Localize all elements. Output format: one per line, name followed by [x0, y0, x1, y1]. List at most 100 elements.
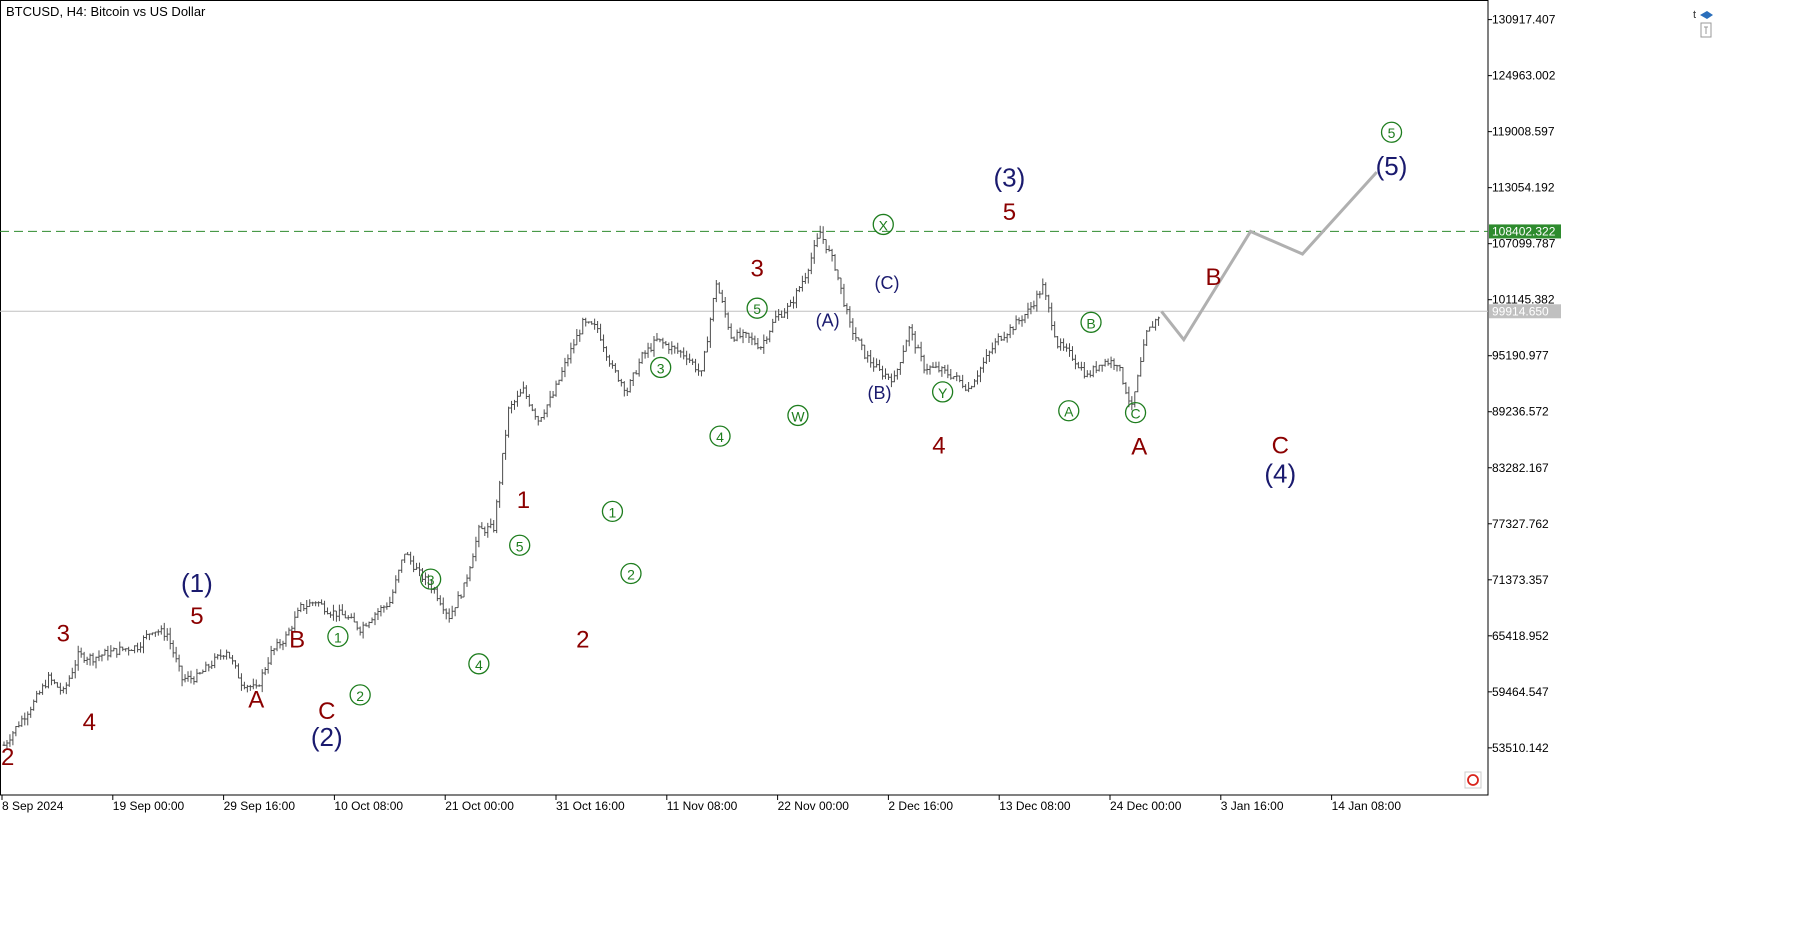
candle-bar — [144, 630, 148, 640]
x-tick-label: 19 Sep 00:00 — [113, 799, 185, 813]
wave-label-intermediate: 3 — [750, 256, 763, 283]
candle-bar — [1133, 391, 1137, 408]
candle-bar — [501, 452, 505, 485]
candle-bar — [875, 358, 879, 368]
candle-bar — [667, 342, 671, 354]
candle-bar — [536, 415, 540, 426]
candle-bar — [317, 601, 321, 607]
candle-bar — [622, 381, 626, 397]
candle-bar — [599, 323, 603, 341]
candle-bar — [892, 370, 896, 383]
candle-bar — [1073, 354, 1077, 370]
candle-bar — [702, 350, 706, 372]
candle-bar — [1115, 364, 1119, 372]
candle-bar — [1005, 333, 1009, 343]
candle-bar — [415, 562, 419, 570]
candle-bar — [242, 681, 246, 690]
candle-bar — [765, 336, 769, 345]
candle-bar — [70, 667, 74, 680]
wave-label-intermediate: B — [289, 626, 305, 653]
candle-bar — [557, 379, 561, 385]
wave-circle — [419, 568, 442, 590]
candle-bar — [961, 374, 965, 389]
wave-label-intermediate: 5 — [1003, 199, 1016, 226]
wave-label-intermediate: 2 — [576, 626, 589, 653]
x-tick-label: 29 Sep 16:00 — [224, 799, 296, 813]
candle-bar — [153, 631, 157, 637]
candle-bar — [836, 269, 840, 281]
candle-bar — [225, 649, 229, 660]
x-tick-label: 2 Dec 16:00 — [888, 799, 953, 813]
candle-bar — [79, 647, 83, 658]
candle-bar — [771, 318, 775, 333]
candle-bar — [26, 711, 30, 726]
wave-label-intermediate: 4 — [83, 709, 96, 736]
wave-label-intermediate: C — [1272, 432, 1289, 459]
candle-bar — [17, 721, 21, 728]
candle-bar — [275, 638, 279, 652]
y-tick-label: 53510.142 — [1492, 741, 1549, 755]
candle-bar — [610, 360, 614, 369]
candle-bar — [495, 499, 499, 534]
y-tick-label: 71373.357 — [1492, 573, 1549, 587]
y-tick-label: 124963.002 — [1492, 69, 1556, 83]
candle-bar — [1041, 278, 1045, 295]
candle-bar — [524, 385, 528, 400]
candle-bar — [688, 353, 692, 363]
candle-bar — [854, 327, 858, 342]
candle-bar — [542, 409, 546, 420]
candle-bar — [64, 682, 68, 695]
candle-bar — [331, 604, 335, 621]
candle-bar — [759, 346, 763, 350]
candle-bar — [697, 363, 701, 376]
candle-bar — [177, 654, 181, 672]
candle-bar — [385, 602, 389, 610]
candle-bar — [147, 633, 151, 641]
candle-bar — [907, 325, 911, 347]
candle-bar — [652, 335, 656, 357]
candle-bar — [453, 607, 457, 617]
x-tick-label: 8 Sep 2024 — [2, 799, 64, 813]
wave-circle — [509, 534, 531, 556]
candle-bar — [931, 362, 935, 368]
candle-bar — [35, 690, 39, 703]
candle-bar — [1008, 324, 1012, 339]
wave-label-intermediate: 4 — [932, 432, 945, 459]
wave-label-minor: 5 — [516, 538, 524, 554]
candle-bar — [616, 370, 620, 382]
candle-bar — [869, 349, 873, 368]
wave-label-minor: A — [1064, 404, 1074, 420]
candle-bar — [753, 335, 757, 346]
candle-bar — [409, 551, 413, 565]
y-tick-label: 101145.382 — [1492, 293, 1555, 307]
y-tick-label: 130917.407 — [1492, 13, 1556, 27]
candle-bar — [480, 522, 484, 530]
candle-bar — [916, 344, 920, 349]
candle-bar — [756, 337, 760, 350]
candle-bar — [530, 403, 534, 412]
wave-circle — [1080, 311, 1102, 333]
candle-bar — [1085, 370, 1089, 378]
candle-bar — [824, 239, 828, 254]
candle-bar — [658, 338, 662, 343]
candle-bar — [168, 627, 172, 650]
candle-bar — [201, 669, 205, 674]
candle-bar — [245, 684, 249, 693]
autoscroll-icon[interactable] — [1467, 774, 1479, 786]
candle-bar — [661, 337, 665, 349]
candle-bar — [569, 342, 573, 364]
candle-bar — [1139, 357, 1143, 377]
candle-bar — [192, 676, 196, 685]
candle-bar — [619, 378, 623, 387]
x-tick-label: 3 Jan 16:00 — [1221, 799, 1284, 813]
candle-bar — [984, 349, 988, 365]
candle-bar — [441, 597, 445, 615]
candle-bar — [596, 320, 600, 334]
projection-path — [1160, 171, 1378, 343]
candle-bar — [507, 406, 511, 438]
candle-bar — [492, 519, 496, 533]
trade-tools-icon[interactable]: t — [1693, 9, 1713, 43]
candle-bar — [976, 370, 980, 385]
candle-bar — [498, 480, 502, 508]
